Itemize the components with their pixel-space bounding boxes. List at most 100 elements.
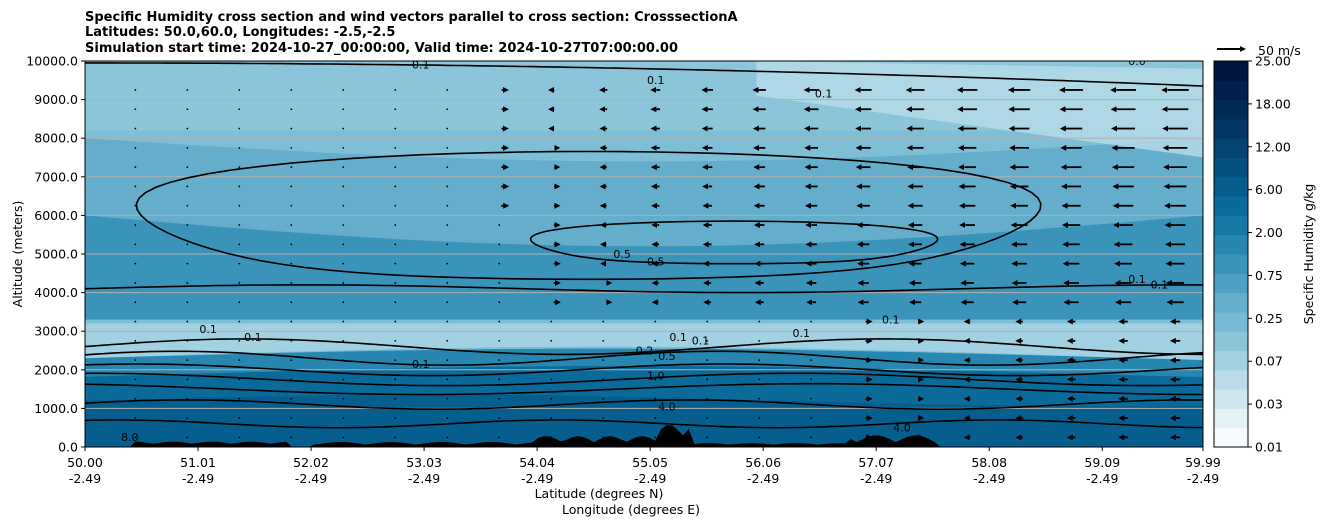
title-line-1: Specific Humidity cross section and wind… <box>85 10 738 25</box>
wind-vector <box>498 436 501 439</box>
wind-vector <box>134 89 137 91</box>
plot-area: 0.1 0.1 0.1 0.0 0.5 0.5 0.1 0.1 0.1 0.1 0.1 0.1 0.1 0… <box>85 61 1203 447</box>
wind-vector <box>342 224 345 226</box>
colorbar-tick-label: 0.03 <box>1255 397 1283 412</box>
wind-vector <box>342 166 345 169</box>
wind-vector <box>186 378 189 381</box>
wind-vector <box>394 89 397 91</box>
colorbar-segment <box>1214 350 1248 371</box>
colorbar-segment <box>1214 234 1248 255</box>
wind-vector <box>186 146 189 149</box>
contour-label: 0.2 <box>636 344 654 357</box>
colorbar-tick-label: 18.00 <box>1255 96 1291 111</box>
wind-vector <box>342 301 345 304</box>
wind-vector <box>186 397 189 400</box>
wind-vector <box>134 359 137 362</box>
wind-vector <box>290 127 293 130</box>
wind-vector <box>186 127 189 130</box>
wind-vector <box>290 339 293 342</box>
wind-vector <box>498 417 501 419</box>
wind-vector <box>290 108 293 111</box>
colorbar-segment <box>1214 273 1248 294</box>
wind-vector <box>342 436 345 439</box>
wind-vector <box>238 320 241 323</box>
contour-label: 1.0 <box>647 369 665 382</box>
wind-vector <box>342 89 345 91</box>
wind-vector <box>758 397 761 400</box>
x-tick-label-lat: 50.00 <box>67 455 103 470</box>
wind-vector <box>498 301 501 304</box>
wind-vector <box>654 397 657 400</box>
colorbar-segment <box>1214 157 1248 178</box>
colorbar-segment <box>1214 427 1248 448</box>
colorbar-segment <box>1214 369 1248 390</box>
x-axis: 50.00-2.4951.01-2.4952.02-2.4953.03-2.49… <box>67 447 1221 486</box>
wind-vector <box>394 204 397 207</box>
wind-vector <box>238 397 241 400</box>
contour-label: 0.1 <box>199 323 217 336</box>
x-tick-label-lon: -2.49 <box>860 471 892 486</box>
contour-label: 0.1 <box>244 331 262 344</box>
x-axis-label-longitude: Longitude (degrees E) <box>562 502 700 517</box>
y-tick-label: 0.0 <box>58 440 78 455</box>
x-tick-label-lat: 51.01 <box>180 455 216 470</box>
wind-vector <box>602 339 605 342</box>
wind-vector <box>342 359 345 362</box>
title-line-2: Latitudes: 50.0,60.0, Longitudes: -2.5,-… <box>85 25 395 40</box>
wind-vector <box>810 378 813 381</box>
grid-lines <box>85 99 1203 409</box>
wind-vectors <box>134 86 1189 441</box>
wind-vector <box>602 397 605 400</box>
y-tick-label: 9000.0 <box>34 92 78 107</box>
wind-vector <box>758 339 761 342</box>
wind-vector <box>342 282 345 284</box>
wind-vector <box>342 262 345 265</box>
wind-vector <box>342 378 345 381</box>
wind-vector <box>134 127 137 130</box>
contour-label: 8.0 <box>121 431 139 444</box>
wind-vector <box>550 359 553 362</box>
y-tick-label: 4000.0 <box>34 285 78 300</box>
wind-vector <box>446 224 449 226</box>
contour-line <box>85 350 1203 367</box>
contour-label: 4.0 <box>893 422 911 435</box>
contour-loop <box>135 150 1042 281</box>
wind-vector <box>186 108 189 111</box>
colorbar-segment <box>1214 99 1248 120</box>
wind-vector <box>706 417 709 419</box>
wind-vector <box>186 282 189 284</box>
wind-vector <box>342 204 345 207</box>
wind-vector <box>706 436 709 439</box>
wind-vector <box>134 224 137 226</box>
wind-vector <box>446 204 449 207</box>
wind-vector <box>758 378 761 381</box>
colorbar-tick-label: 0.07 <box>1255 354 1283 369</box>
contour-label: 0.5 <box>647 256 665 269</box>
wind-vector <box>290 282 293 284</box>
y-tick-label: 1000.0 <box>34 401 78 416</box>
wind-vector <box>394 301 397 304</box>
wind-vector <box>290 243 293 246</box>
wind-vector <box>394 166 397 169</box>
wind-vector <box>238 89 241 91</box>
wind-vector <box>498 224 501 226</box>
x-tick-label-lon: -2.49 <box>1187 471 1219 486</box>
y-tick-label: 5000.0 <box>34 247 78 262</box>
wind-vector <box>290 224 293 226</box>
wind-vector <box>654 339 657 342</box>
x-tick-label-lon: -2.49 <box>1086 471 1118 486</box>
contour-label: 0.5 <box>658 350 676 363</box>
wind-vector <box>550 417 553 419</box>
colorbar-label: Specific Humidity g/kg <box>1301 184 1316 325</box>
wind-vector <box>134 339 137 342</box>
colorbar-segment <box>1214 389 1248 409</box>
wind-vector <box>394 224 397 226</box>
wind-vector <box>290 89 293 91</box>
wind-vector <box>550 436 553 439</box>
contour-loop <box>529 220 939 265</box>
wind-vector <box>186 224 189 226</box>
wind-vector <box>394 378 397 381</box>
wind-vector <box>654 378 657 381</box>
wind-vector <box>238 378 241 381</box>
